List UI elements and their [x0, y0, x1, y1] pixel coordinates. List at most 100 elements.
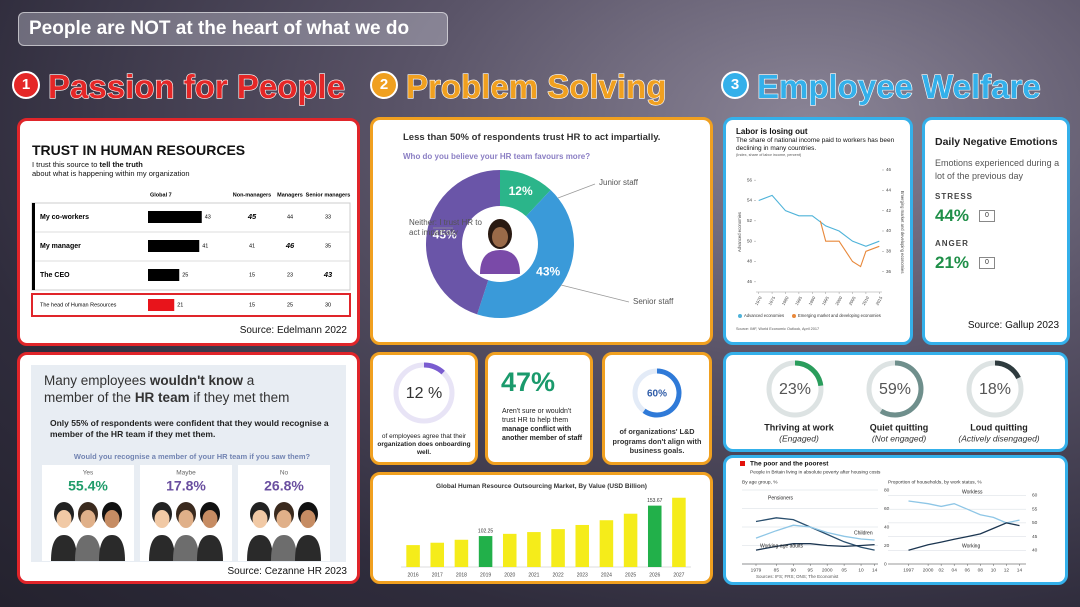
section-heading: 2 Problem Solving — [370, 67, 667, 112]
text: manage conflict with another member of s… — [502, 426, 583, 442]
subtitle: People in Britain living in absolute pov… — [750, 469, 881, 475]
text: Many employees — [44, 373, 147, 388]
x-tick-label: 95 — [808, 567, 814, 573]
legend-swatch — [738, 314, 742, 318]
x-tick-label: 2010 — [861, 295, 870, 306]
person-body — [99, 535, 125, 561]
x-tick-label: 1975 — [767, 295, 776, 306]
question: Who do you believe your HR team favours … — [403, 152, 591, 161]
ring-arc — [994, 360, 1021, 380]
headline: Many employees wouldn't know a member of … — [44, 372, 344, 406]
segment-label: 43% — [536, 265, 560, 279]
text: tell the truth — [99, 160, 143, 169]
ring-note: (Actively disengaged) — [958, 433, 1039, 443]
section-number: 1 — [12, 71, 40, 100]
text: HR team — [134, 390, 190, 405]
ld-panel: 60% of organizations' L&D programs don't … — [602, 352, 712, 465]
y-tick-label: 60 — [884, 506, 890, 512]
cell-value: 30 — [325, 302, 331, 308]
panel-title: Daily Negative Emotions — [935, 136, 1058, 148]
ring-arc — [794, 360, 824, 387]
bar — [478, 536, 493, 567]
bar — [575, 524, 590, 567]
x-tick-label: 08 — [978, 567, 984, 573]
section-title: Passion for People — [47, 67, 346, 105]
x-tick-label: 2017 — [432, 572, 443, 578]
ld-ring: 60% — [632, 368, 682, 418]
emotions-panel: Daily Negative Emotions Emotions experien… — [922, 117, 1070, 345]
bar — [551, 529, 565, 567]
person-body — [271, 535, 297, 561]
text: if they met them — [193, 390, 290, 405]
ring-value: 59% — [879, 381, 911, 398]
y2-tick-label: 38 — [886, 249, 892, 254]
text: of employees agree that their — [381, 433, 467, 440]
row-label: My manager — [40, 243, 81, 250]
chart-title: The poor and the poorest — [750, 461, 829, 468]
person-body — [149, 535, 175, 561]
ring-arc — [879, 360, 924, 418]
section-number: 2 — [370, 71, 398, 100]
person-body — [480, 250, 520, 274]
series-label: Workless — [962, 489, 983, 495]
person-body — [295, 535, 321, 561]
series-line — [908, 522, 1020, 551]
y-tick-label: 20 — [884, 543, 890, 549]
cell-value: 23 — [287, 272, 293, 278]
donut-chart: 12% 43% 45% — [425, 170, 630, 319]
person-body — [197, 535, 223, 561]
bar — [148, 269, 180, 281]
cell-value: 43 — [323, 270, 333, 279]
text: a — [246, 373, 255, 388]
x-tick-label: 85 — [774, 567, 780, 573]
trust-table: Global 7 Non-managers Managers Senior manag… — [31, 192, 351, 317]
change-badge: 0 — [979, 257, 995, 269]
bar — [454, 539, 469, 567]
stat-value: 47% — [501, 367, 556, 397]
source: Source: IMF, World Economic Outlook, Apr… — [736, 327, 820, 331]
column-header: Managers — [277, 192, 303, 198]
emotion-value: 44% — [935, 206, 970, 225]
category-label: Neither: I trust HR to act impartially — [409, 218, 482, 237]
ring-name: Quiet quitting — [870, 422, 929, 432]
y2-tick-label: 46 — [886, 167, 892, 172]
panel-title: Proportion of households, by work status… — [888, 479, 982, 485]
bar — [502, 533, 517, 567]
section-heading: 3 Employee Welfare — [721, 67, 1041, 112]
column-header: Global 7 — [150, 192, 172, 198]
ring-value: 12 % — [406, 385, 442, 402]
emotion-value: 21% — [935, 253, 970, 272]
y-tick-label: 48 — [747, 259, 753, 264]
bar — [148, 299, 175, 311]
y2-axis-label: Emerging market and developing economies — [900, 191, 905, 274]
ring-note: (Not engaged) — [872, 433, 927, 443]
x-tick-label: 1980 — [781, 295, 790, 306]
section-heading: 1 Passion for People — [12, 67, 346, 112]
segment-label: 12% — [509, 184, 533, 198]
bar — [430, 542, 445, 567]
y-tick-label: 80 — [884, 487, 890, 493]
category-label: Senior staff — [633, 297, 674, 306]
ring-value: 60% — [647, 389, 667, 400]
person-face — [300, 510, 316, 528]
answer-value: 17.8% — [166, 478, 206, 494]
cell-value: 33 — [325, 214, 331, 220]
series-label: Children — [854, 530, 873, 536]
conflict-panel: 47% Aren't sure or wouldn't trust HR to h… — [485, 352, 593, 465]
legend-label: Emerging market and developing economies — [798, 313, 881, 318]
ring-value: 18% — [979, 381, 1011, 398]
donut-segment — [425, 170, 500, 315]
text: wouldn't know — [149, 373, 244, 388]
source: Source: Cezanne HR 2023 — [227, 566, 347, 577]
title-marker — [740, 461, 745, 466]
bar-value: 41 — [202, 243, 208, 249]
engagement-rings: 23% Thriving at work(Engaged) 59% Quiet qui… — [764, 360, 1040, 443]
headline-line: member of the HR team if they met them — [44, 389, 344, 406]
leader-line — [560, 284, 630, 303]
text: about what is happening within my organi… — [32, 169, 190, 178]
emotion-name: STRESS — [935, 192, 974, 201]
series-line — [819, 220, 880, 268]
market-chart: 2016 2017 2018 2019 102.25 2020 2021 2022 2023 20… — [401, 497, 691, 578]
leader-line — [557, 183, 596, 199]
x-tick-label: 1979 — [751, 567, 762, 573]
